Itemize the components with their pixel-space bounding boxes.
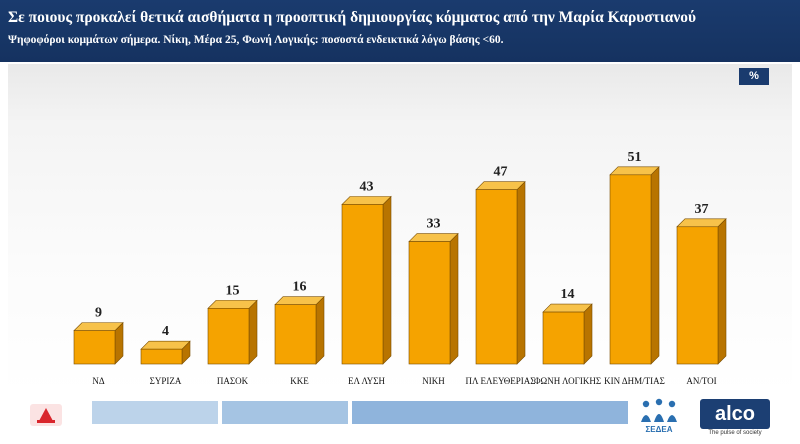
bar-top: [609, 166, 660, 176]
chart-subtitle: Ψηφοφόροι κομμάτων σήμερα. Νίκη, Μέρα 25…: [8, 34, 504, 46]
data-label: 15: [226, 283, 240, 298]
bar-side: [248, 299, 258, 365]
bar-top: [341, 196, 392, 205]
bar: [475, 189, 518, 365]
bar-top: [475, 181, 526, 190]
category-label: ΦΩΝΗ ΛΟΓΙΚΗΣ: [534, 376, 601, 386]
alco-tagline: The pulse of society: [708, 430, 762, 436]
category-label: ΝΙΚΗ: [422, 376, 445, 386]
data-label: 16: [293, 280, 307, 295]
bar-side: [516, 180, 526, 365]
bar: [140, 348, 183, 365]
bar-top: [207, 300, 258, 309]
bar-side: [650, 166, 660, 365]
bar-side: [315, 295, 325, 365]
data-label: 9: [95, 306, 102, 321]
footer-stripe-2: [222, 401, 348, 424]
footer: [0, 395, 800, 444]
category-label: ΕΛ ΛΥΣΗ: [348, 376, 385, 386]
alco-logo: alco: [700, 399, 770, 429]
data-label: 14: [561, 287, 575, 302]
footer-stripe-3: [352, 401, 628, 424]
data-label: 43: [360, 180, 374, 195]
bar-top: [408, 233, 459, 242]
bar: [542, 311, 585, 365]
category-label: ΣΥΡΙΖΑ: [150, 376, 182, 386]
sedea-logo-label: ΣΕΔΕΑ: [645, 425, 673, 434]
bar: [73, 330, 116, 365]
bar: [676, 226, 719, 365]
category-label: ΑΝ/ΤΟΙ: [686, 376, 716, 386]
channel-logo-icon: [28, 402, 64, 428]
category-label: ΚΚΕ: [290, 376, 309, 386]
bar-side: [449, 232, 459, 365]
bar-top: [542, 303, 593, 313]
bar-side: [583, 303, 593, 365]
category-label: ΠΛ ΕΛΕΥΘΕΡΙΑΣ: [465, 376, 535, 386]
bar-top: [676, 218, 727, 228]
bar: [408, 241, 451, 365]
data-label: 47: [494, 165, 508, 180]
chart-panel: [8, 64, 792, 394]
bar-top: [140, 340, 191, 350]
category-label: ΠΑΣΟΚ: [217, 376, 249, 386]
chart-title: Σε ποιους προκαλεί θετικά αισθήματα η πρ…: [8, 9, 697, 26]
bar-chart: 9 ΝΔ 4 ΣΥΡΙΖΑ 15 ΠΑΣΟΚ 16 ΚΚΕ 43 ΕΛ ΛΥΣΗ 33 ΝΙΚΗ 47 Π…: [73, 150, 727, 386]
bar: [609, 174, 652, 365]
bar-side: [717, 218, 727, 365]
unit-badge: %: [739, 68, 769, 85]
bar-top: [73, 322, 124, 331]
footer-stripe-1: [92, 401, 218, 424]
data-label: 37: [695, 202, 709, 217]
bar-side: [382, 195, 392, 365]
category-label: ΚΙΝ ΔΗΜ/ΤΙΑΣ: [604, 376, 665, 386]
bar: [207, 308, 250, 365]
bar: [341, 204, 384, 365]
data-label: 33: [427, 217, 441, 232]
bar-top: [274, 296, 325, 305]
data-label: 51: [628, 150, 642, 165]
bar: [274, 304, 317, 365]
sedea-logo-icon: [634, 398, 684, 442]
category-label: ΝΔ: [92, 376, 104, 386]
header-banner: Σε ποιους προκαλεί θετικά αισθήματα η πρ…: [0, 0, 800, 62]
data-label: 4: [162, 324, 169, 339]
